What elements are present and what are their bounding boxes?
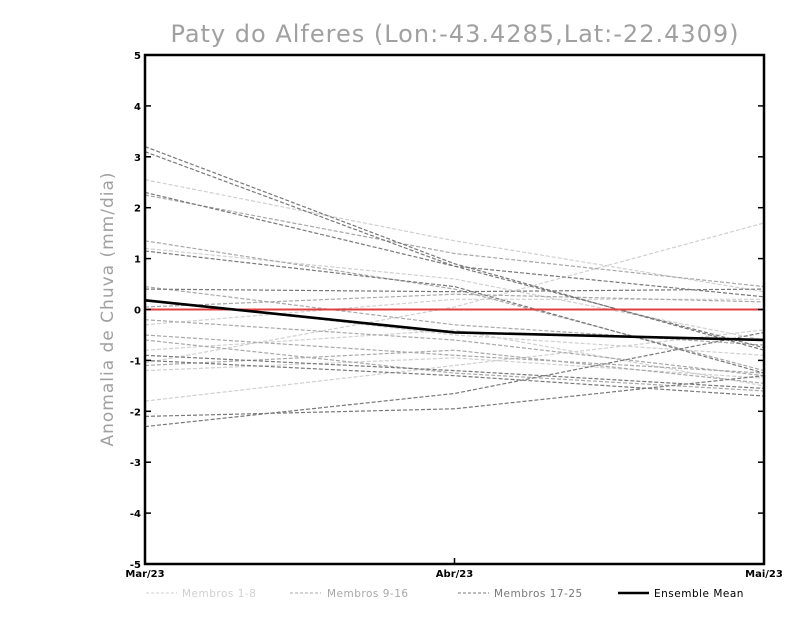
member-line-1: [144, 179, 765, 293]
y-tick-label: -3: [130, 458, 141, 469]
member-line-25: [144, 331, 765, 428]
member-line-9: [144, 194, 765, 288]
y-tick-label: 3: [134, 153, 141, 164]
ensemble-mean-group: [144, 299, 765, 342]
y-axis-label: Anomalia de Chuva (mm/dia): [98, 171, 118, 446]
member-line-22: [144, 354, 765, 389]
member-line-13: [144, 339, 765, 392]
legend-label: Membros 1-8: [182, 588, 256, 600]
y-axis-ticks: 5 4 3 2 1 0 -1 -2 -3 -4 -5: [130, 51, 764, 571]
x-tick-label: Mar/23: [125, 569, 164, 580]
x-tick-label: Mai/23: [745, 569, 783, 580]
legend-label: Membros 17-25: [494, 588, 583, 600]
legend-label: Membros 9-16: [327, 588, 409, 600]
member-line-16: [144, 334, 765, 374]
member-line-24: [144, 375, 765, 417]
member-line-2: [144, 247, 765, 341]
y-tick-label: -5: [130, 560, 141, 571]
legend-label: Ensemble Mean: [654, 588, 744, 600]
y-tick-label: -4: [130, 509, 141, 520]
y-tick-label: -2: [130, 407, 141, 418]
member-line-5: [144, 329, 765, 402]
member-line-20: [144, 250, 765, 374]
member-line-23: [144, 359, 765, 397]
y-tick-label: 2: [134, 204, 141, 215]
y-tick-label: 1: [134, 255, 141, 266]
y-tick-label: 5: [134, 51, 141, 62]
x-tick-label: Abr/23: [436, 569, 473, 580]
member-line-17: [144, 146, 765, 351]
member-line-10: [144, 240, 765, 372]
member-line-12: [144, 319, 765, 377]
y-tick-label: 0: [134, 306, 141, 317]
x-axis-ticks: Mar/23 Abr/23 Mai/23: [125, 558, 783, 580]
member-line-3: [144, 222, 765, 364]
plot-area: 5 4 3 2 1 0 -1 -2 -3 -4 -5 Mar/23 Abr/23 Mai/23: [125, 51, 782, 580]
member-line-21: [144, 288, 765, 293]
member-line-4: [144, 357, 765, 379]
y-tick-label: -1: [130, 356, 141, 367]
y-tick-label: 4: [134, 102, 141, 113]
legend: Membros 1-8 Membros 9-16 Membros 17-25 Ense…: [146, 588, 744, 600]
ensemble-mean-line: [144, 299, 765, 342]
member-line-19: [144, 191, 765, 298]
chart-title: Paty do Alferes (Lon:-43.4285,Lat:-22.43…: [170, 20, 739, 48]
member-line-15: [144, 293, 765, 308]
